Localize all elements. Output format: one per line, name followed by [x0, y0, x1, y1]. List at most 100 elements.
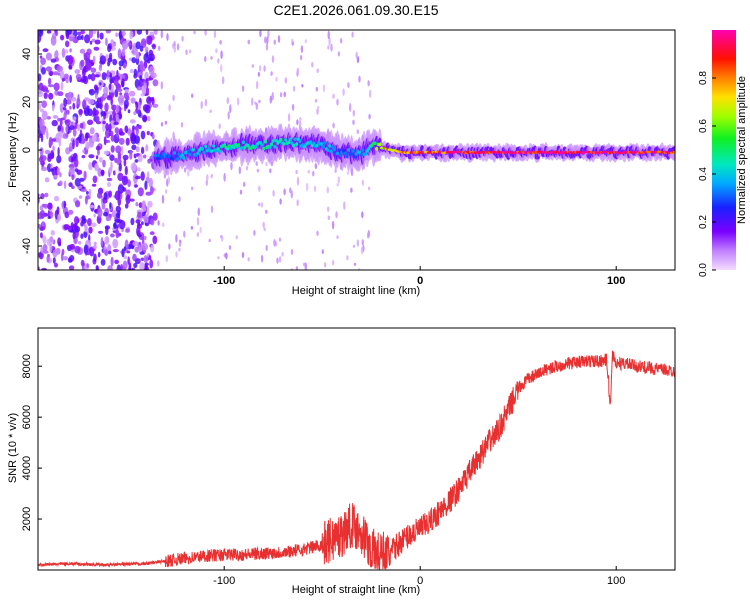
noise-cell: [136, 226, 141, 237]
noise-cell: [43, 92, 48, 99]
noise-cell: [131, 50, 135, 54]
noise-cell: [105, 30, 111, 34]
noise-cell: [271, 91, 274, 101]
ridge-core: [378, 142, 382, 147]
noise-cell: [118, 113, 123, 120]
noise-cell: [138, 124, 142, 130]
noise-cell: [140, 146, 145, 154]
noise-cell: [83, 231, 88, 239]
noise-cell: [258, 99, 261, 104]
noise-cell: [226, 97, 229, 105]
noise-cell: [135, 219, 141, 224]
noise-cell: [150, 218, 155, 226]
noise-cell: [272, 189, 275, 197]
noise-cell: [94, 133, 97, 139]
noise-cell: [361, 179, 365, 186]
noise-cell: [87, 108, 93, 117]
noise-cell: [76, 35, 83, 41]
noise-cell: [126, 194, 130, 200]
ridge-core: [216, 147, 220, 151]
noise-cell: [38, 102, 42, 111]
noise-cell: [93, 109, 99, 116]
noise-cell: [45, 127, 48, 134]
noise-cell: [42, 48, 49, 53]
noise-cell: [164, 189, 168, 194]
noise-cell: [255, 161, 258, 167]
noise-cell: [122, 260, 128, 270]
noise-cell: [68, 65, 72, 70]
noise-cell: [92, 245, 97, 249]
y-tick-label: 2000: [21, 507, 33, 531]
noise-cell: [217, 58, 220, 64]
noise-cell: [351, 31, 354, 38]
noise-cell: [81, 155, 86, 159]
noise-cell: [150, 244, 155, 253]
noise-cell: [38, 73, 42, 82]
noise-cell: [361, 239, 364, 246]
ridge-core: [295, 142, 299, 146]
noise-cell: [122, 62, 127, 69]
noise-cell: [290, 190, 293, 199]
noise-cell: [94, 209, 98, 213]
noise-cell: [307, 169, 310, 174]
noise-cell: [283, 188, 286, 196]
noise-cell: [118, 128, 123, 136]
noise-cell: [114, 127, 120, 134]
noise-cell: [368, 113, 371, 120]
ridge-core: [204, 144, 208, 149]
noise-cell: [103, 86, 109, 96]
noise-cell: [139, 251, 145, 255]
noise-cell: [60, 81, 64, 91]
noise-cell: [108, 190, 112, 198]
noise-cell: [53, 82, 60, 91]
noise-cell: [42, 244, 48, 252]
noise-cell: [118, 66, 122, 71]
noise-cell: [175, 234, 178, 243]
ridge-core: [287, 140, 291, 144]
noise-cell: [90, 222, 97, 228]
ridge-core: [270, 142, 274, 146]
noise-cell: [109, 202, 112, 209]
noise-cell: [57, 91, 64, 97]
noise-cell: [263, 227, 266, 231]
noise-cell: [267, 30, 270, 39]
noise-cell: [105, 123, 109, 131]
colorbar-tick-label: 0.8: [698, 71, 709, 85]
noise-cell: [83, 170, 87, 181]
noise-cell: [103, 150, 110, 155]
noise-cell: [115, 205, 122, 213]
noise-cell: [273, 239, 276, 247]
noise-cell: [245, 165, 249, 171]
noise-cell: [137, 101, 142, 111]
noise-cell: [145, 144, 149, 152]
noise-cell: [136, 30, 142, 35]
noise-cell: [97, 208, 103, 218]
noise-cell: [144, 180, 148, 190]
noise-cell: [289, 187, 292, 194]
noise-cell: [134, 184, 139, 188]
noise-cell: [65, 49, 69, 54]
noise-cell: [121, 30, 126, 36]
noise-cell: [98, 64, 103, 72]
noise-cell: [178, 247, 181, 252]
noise-cell: [115, 228, 120, 239]
colorbar-gradient: [712, 30, 736, 270]
noise-cell: [92, 55, 96, 64]
noise-cell: [112, 43, 116, 47]
noise-cell: [66, 109, 70, 115]
noise-cell: [121, 248, 125, 258]
noise-cell: [71, 185, 75, 190]
noise-cell: [100, 111, 107, 117]
noise-cell: [146, 77, 152, 81]
noise-cell: [46, 255, 50, 263]
noise-cell: [76, 31, 82, 36]
noise-cell: [55, 132, 62, 143]
noise-cell: [332, 93, 335, 99]
ridge-core: [232, 145, 236, 150]
noise-cell: [141, 78, 145, 83]
noise-cell: [164, 120, 168, 125]
noise-cell: [53, 174, 58, 179]
ridge-core: [246, 143, 250, 148]
ridge-core: [332, 147, 336, 152]
noise-cell: [296, 199, 299, 207]
